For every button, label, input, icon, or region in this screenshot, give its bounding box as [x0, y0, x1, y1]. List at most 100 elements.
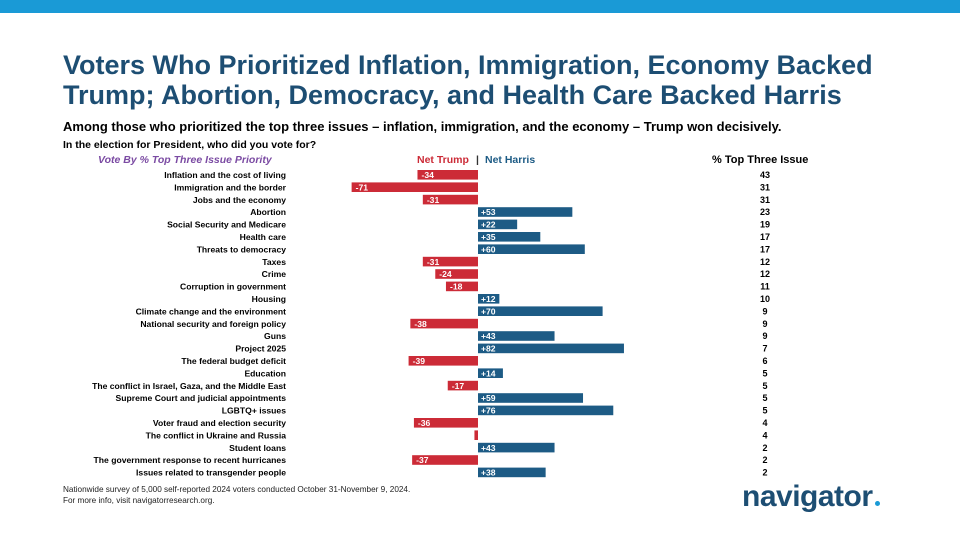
net-harris-bar [478, 393, 584, 403]
top-three-pct-value: 4 [762, 430, 767, 440]
page-subtitle: Among those who prioritized the top thre… [63, 119, 782, 134]
net-harris-bar [478, 306, 603, 316]
net-trump-bar [412, 455, 478, 465]
category-label: National security and foreign policy [140, 319, 286, 329]
top-three-pct-value: 9 [762, 306, 767, 316]
category-label: Immigration and the border [174, 182, 286, 192]
bar-value-label: -31 [427, 257, 440, 267]
net-trump-bar [447, 380, 478, 391]
bar-value-label: +35 [481, 232, 496, 242]
top-three-pct-value: 17 [760, 244, 770, 254]
top-three-pct-value: 5 [762, 406, 767, 416]
top-three-pct-value: 9 [762, 331, 767, 341]
category-label: Voter fraud and election security [153, 418, 286, 428]
footnote: Nationwide survey of 5,000 self-reported… [63, 484, 410, 506]
bar-value-label: +53 [481, 207, 496, 217]
bar-value-label: +12 [481, 294, 496, 304]
bar-value-label: -17 [452, 381, 465, 391]
net-harris-bar [478, 244, 585, 254]
net-trump-bar [413, 418, 478, 428]
category-label: The federal budget deficit [181, 356, 286, 366]
net-harris-bar [478, 467, 546, 478]
net-trump-bar [435, 269, 478, 279]
net-harris-bar [478, 232, 541, 242]
net-harris-bar [478, 405, 614, 416]
top-three-pct-value: 12 [760, 257, 770, 267]
bar-value-label: -39 [413, 356, 426, 366]
top-three-pct-value: 19 [760, 220, 770, 230]
bar-value-label: +22 [481, 220, 496, 230]
top-three-pct-value: 11 [760, 282, 770, 292]
net-harris-bar [478, 294, 500, 304]
category-label: Crime [262, 269, 287, 279]
bar-value-label: -38 [414, 319, 427, 329]
net-trump-bar [417, 170, 478, 180]
footnote-more-info: For more info, visit navigatorresearch.o… [63, 496, 215, 505]
header-divider: | [476, 154, 479, 166]
logo-text: navigator [742, 480, 873, 513]
top-three-pct-value: 5 [762, 368, 767, 378]
top-three-pct-value: 2 [762, 443, 767, 453]
top-three-pct-value: 9 [762, 319, 767, 329]
top-three-pct-value: 2 [762, 455, 767, 465]
top-three-pct-value: 23 [760, 207, 770, 217]
net-trump-bar [410, 318, 478, 329]
category-label: Supreme Court and judicial appointments [116, 393, 287, 403]
footnote-survey-note: Nationwide survey of 5,000 self-reported… [63, 485, 411, 494]
net-trump-bar [474, 430, 478, 440]
bar-value-label: +43 [481, 331, 496, 341]
bar-value-label: +43 [481, 443, 496, 453]
top-three-pct-value: 5 [762, 381, 767, 391]
top-three-pct-value: 4 [762, 418, 767, 428]
top-three-pct-value: 17 [760, 232, 770, 242]
net-harris-bar [478, 331, 555, 341]
bar-value-label: +38 [481, 468, 496, 478]
bar-value-label: -34 [421, 170, 434, 180]
top-three-pct-value: 43 [760, 170, 770, 180]
bar-value-label: +76 [481, 406, 496, 416]
category-label: Abortion [250, 207, 286, 217]
net-harris-bar [478, 442, 555, 453]
category-label: Student loans [229, 443, 286, 453]
logo-dot-icon [874, 501, 880, 506]
net-harris-bar [478, 219, 518, 230]
bar-value-label: +59 [481, 393, 496, 403]
bar-value-label: -36 [418, 418, 431, 428]
category-label: Social Security and Medicare [167, 220, 286, 230]
net-harris-bar [478, 343, 624, 354]
category-label: Corruption in government [180, 282, 286, 292]
bar-value-label: -31 [427, 195, 440, 205]
category-label: Issues related to transgender people [136, 468, 286, 478]
top-three-pct-value: 12 [760, 269, 770, 279]
category-label: Jobs and the economy [193, 195, 286, 205]
top-three-pct-header: % Top Three Issue [712, 154, 809, 166]
top-accent-band [0, 0, 960, 13]
bar-value-label: +60 [481, 244, 496, 254]
category-label: The conflict in Israel, Gaza, and the Mi… [92, 381, 286, 391]
net-trump-bar [351, 182, 478, 192]
top-three-pct-value: 5 [762, 393, 767, 403]
net-harris-header: Net Harris [485, 154, 536, 166]
issue-column-header: Vote By % Top Three Issue Priority [98, 154, 272, 166]
net-harris-bar [478, 368, 503, 378]
bar-value-label: -24 [439, 269, 452, 279]
net-trump-bar [445, 281, 478, 292]
top-three-pct-value: 7 [762, 344, 767, 354]
category-label: Housing [252, 294, 286, 304]
top-three-pct-value: 31 [760, 195, 770, 205]
bar-value-label: +82 [481, 344, 496, 354]
bar-value-label: -18 [450, 282, 463, 292]
category-label: Health care [240, 232, 287, 242]
top-three-pct-value: 6 [762, 356, 767, 366]
category-label: LGBTQ+ issues [222, 406, 286, 416]
category-label: Education [244, 368, 286, 378]
net-trump-bar [422, 194, 478, 205]
category-label: Project 2025 [235, 344, 286, 354]
category-label: The conflict in Ukraine and Russia [146, 430, 287, 440]
top-three-pct-value: 2 [762, 468, 767, 478]
bar-value-label: +14 [481, 368, 496, 378]
category-label: Threats to democracy [197, 244, 287, 254]
page-title: Voters Who Prioritized Inflation, Immigr… [63, 50, 873, 110]
net-harris-bar [478, 207, 573, 217]
